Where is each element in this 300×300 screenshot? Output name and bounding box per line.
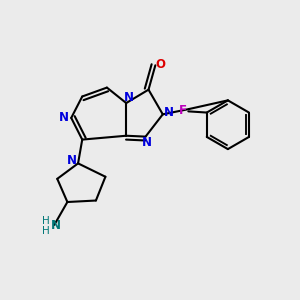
Text: N: N bbox=[164, 106, 174, 119]
Text: H: H bbox=[42, 216, 50, 226]
Text: H: H bbox=[41, 226, 49, 236]
Text: N: N bbox=[50, 219, 61, 232]
Text: F: F bbox=[179, 104, 187, 117]
Text: O: O bbox=[156, 58, 166, 71]
Text: N: N bbox=[142, 136, 152, 149]
Text: N: N bbox=[124, 91, 134, 104]
Text: N: N bbox=[67, 154, 77, 167]
Text: N: N bbox=[59, 111, 69, 124]
